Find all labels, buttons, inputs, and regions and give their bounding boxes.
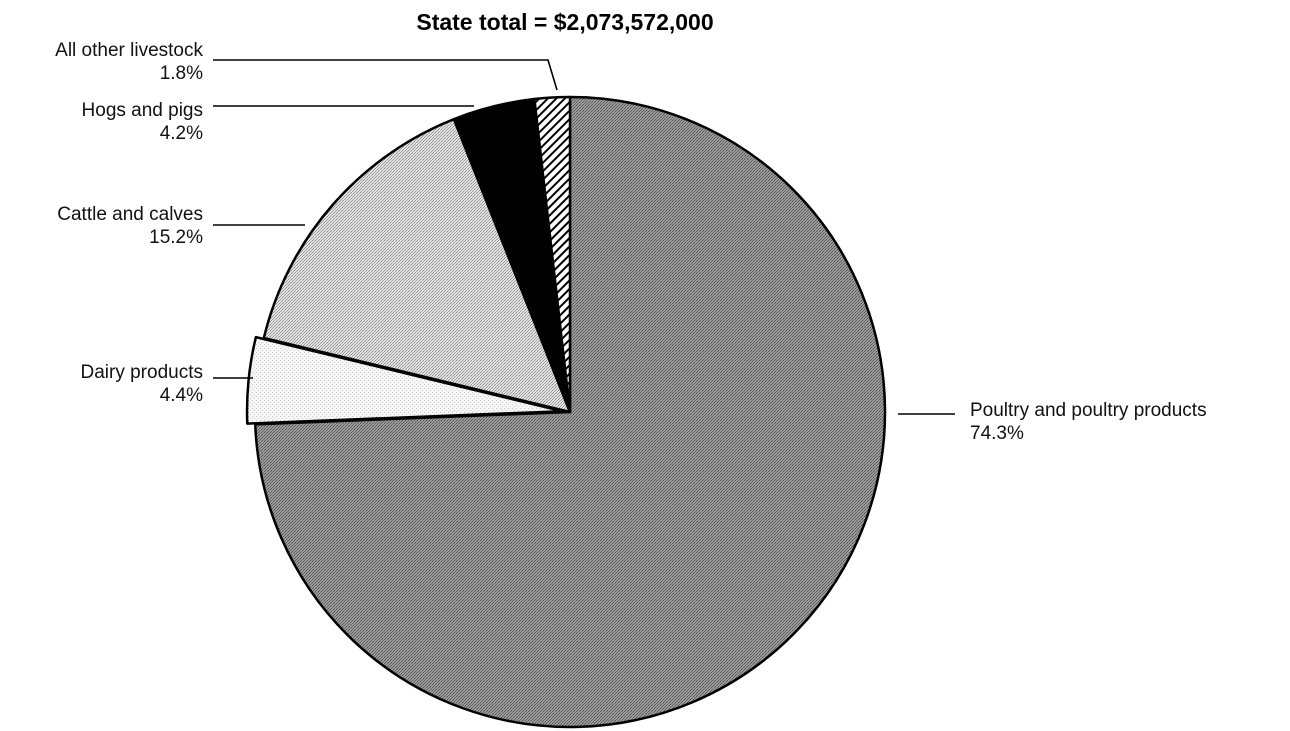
slice-labels: Poultry and poultry products 74.3% Dairy p… xyxy=(55,40,1206,444)
slice-value-poultry: 74.3% xyxy=(970,423,1024,444)
pie-slice-cattle xyxy=(262,117,572,414)
leader-lines xyxy=(213,59,955,415)
slice-label-dairy: Dairy products 4.4% xyxy=(81,362,204,406)
slice-value-other: 1.8% xyxy=(160,63,203,84)
slice-label-other: All other livestock 1.8% xyxy=(55,40,203,84)
slice-label-cattle: Cattle and calves 15.2% xyxy=(57,204,203,248)
pie-slices xyxy=(245,95,887,729)
slice-name-hogs: Hogs and pigs xyxy=(82,100,203,121)
slice-name-other: All other livestock xyxy=(55,40,203,61)
slice-name-poultry: Poultry and poultry products xyxy=(970,400,1207,421)
pie-slice-dairy xyxy=(245,335,564,425)
slice-value-cattle: 15.2% xyxy=(149,227,203,248)
slice-name-cattle: Cattle and calves xyxy=(57,204,203,225)
slice-label-poultry: Poultry and poultry products 74.3% xyxy=(970,400,1207,444)
slice-label-hogs: Hogs and pigs 4.2% xyxy=(82,100,204,144)
pie-slice-other xyxy=(533,95,572,414)
slice-name-dairy: Dairy products xyxy=(81,362,204,383)
slice-value-dairy: 4.4% xyxy=(160,385,203,406)
leader-line-other xyxy=(213,59,558,91)
slice-value-hogs: 4.2% xyxy=(160,123,203,144)
chart-title: State total = $2,073,572,000 xyxy=(416,9,713,35)
